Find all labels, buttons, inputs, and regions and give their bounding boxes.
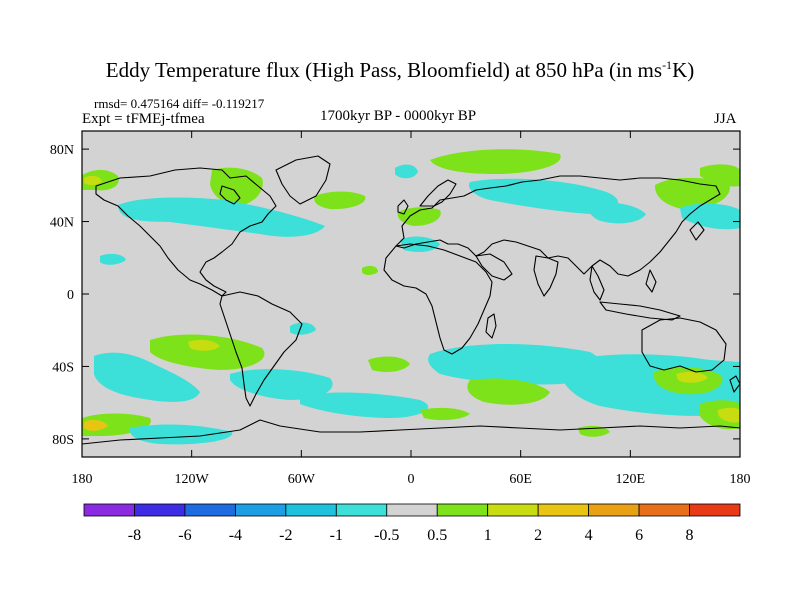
anomaly-cyan-south-atlantic — [300, 392, 429, 418]
y-tick-label: 80N — [50, 143, 74, 158]
colorbar-swatch — [588, 503, 640, 517]
coast-philippines-japan — [645, 221, 705, 293]
colorbar-swatch — [537, 503, 590, 517]
anomaly-orange-antarctic-west — [84, 419, 108, 431]
coast-hudson-bay — [219, 185, 241, 205]
coast-new-zealand — [729, 375, 740, 393]
y-tick-label: 40S — [52, 360, 74, 375]
colorbar-label: -8 — [128, 527, 141, 544]
coast-british-isles — [397, 199, 409, 215]
x-tick-label: 60W — [288, 472, 316, 487]
axis-ticks: 180 120W 60W 0 60E 120E 180 80N 40N 0 40S 80S — [50, 131, 751, 487]
colorbar-label: 8 — [686, 527, 694, 544]
anomaly-cyan-central-asia — [588, 202, 646, 224]
coast-australia — [641, 317, 727, 373]
coast-southeast-asia — [589, 265, 605, 301]
anomaly-yellow-australia-south — [676, 371, 708, 383]
anomaly-green-antarctic-central — [420, 407, 470, 421]
colorbar-swatch — [285, 503, 337, 517]
colorbar-label: -4 — [229, 527, 242, 544]
y-tick-label: 0 — [67, 288, 74, 303]
colorbar-swatch — [234, 503, 287, 517]
anomaly-green-europe — [397, 207, 441, 226]
y-tick-label: 80S — [52, 433, 74, 448]
anomaly-cyan-north-america — [118, 197, 325, 237]
x-tick-label: 180 — [72, 472, 93, 487]
colorbar-swatch — [134, 503, 186, 517]
anomaly-cyan-tropical-atlantic — [290, 322, 316, 335]
colorbar-swatch — [638, 503, 690, 517]
anomaly-cyan-indian-ocean — [428, 344, 600, 385]
anomaly-green-atlantic — [314, 191, 366, 210]
coastlines — [82, 155, 740, 445]
colorbar-swatch — [689, 503, 741, 517]
colorbar-label: -6 — [178, 527, 191, 544]
colorbar-label: -1 — [330, 527, 343, 544]
colorbar-swatch — [83, 503, 135, 517]
colorbar-label: 2 — [534, 527, 542, 544]
anomaly-cyan-antarctic-west — [129, 424, 233, 445]
coast-africa — [383, 243, 493, 355]
colorbar-swatch — [487, 503, 539, 517]
x-tick-label: 120E — [616, 472, 646, 487]
coast-arabia — [475, 253, 513, 281]
coast-greenland — [275, 155, 331, 205]
map-title: Eddy Temperature flux (High Pass, Bloomf… — [105, 58, 695, 82]
coast-india — [533, 255, 559, 297]
x-tick-label: 120W — [175, 472, 210, 487]
anomaly-cyan-south-atlantic-west — [230, 369, 333, 400]
colorbar: -8 -6 -4 -2 -1 -0.5 0.5 1 2 4 6 8 — [83, 503, 741, 544]
y-tick-label: 40N — [50, 216, 74, 231]
colorbar-label: 0.5 — [427, 527, 447, 544]
coast-madagascar — [485, 313, 497, 339]
anomaly-green-indian-south — [467, 378, 550, 405]
coast-scandinavia — [419, 179, 457, 207]
coast-north-america — [95, 167, 277, 297]
anomaly-green-west-africa — [362, 265, 378, 275]
period-label: 1700kyr BP - 0000kyr BP — [320, 108, 477, 124]
coast-south-america — [219, 291, 303, 407]
anomaly-green-siberia-north — [430, 149, 561, 174]
colorbar-label: -0.5 — [374, 527, 399, 544]
anomaly-green-far-east — [700, 164, 740, 187]
colorbar-swatch — [335, 503, 388, 517]
coast-europe-asia — [395, 175, 721, 277]
anomaly-cyan-atlantic — [395, 164, 418, 179]
colorbar-swatch — [184, 503, 236, 517]
experiment-label: Expt = tFMEj-tfmea — [82, 111, 205, 127]
anomaly-yellow-arctic-west — [84, 175, 102, 186]
colorbar-swatch — [436, 503, 489, 517]
colorbar-label: 6 — [635, 527, 643, 544]
x-tick-label: 180 — [730, 472, 751, 487]
colorbar-swatch — [386, 503, 438, 517]
anomaly-field — [82, 149, 740, 445]
anomaly-yellow-south-pacific — [188, 339, 220, 351]
season-label: JJA — [714, 111, 737, 127]
anomaly-green-south-pacific — [150, 334, 265, 370]
colorbar-label: -2 — [279, 527, 292, 544]
anomaly-cyan-pacific-tropical — [100, 253, 126, 265]
x-tick-label: 0 — [408, 472, 415, 487]
anomaly-green-south-atlantic — [368, 356, 410, 372]
colorbar-label: 1 — [484, 527, 492, 544]
anomaly-cyan-eurasia — [468, 178, 619, 214]
coast-antarctica — [82, 419, 740, 445]
colorbar-label: 4 — [585, 527, 593, 544]
anomaly-green-canada — [210, 167, 263, 206]
stats-text: rmsd= 0.475164 diff= -0.119217 — [94, 96, 265, 111]
anomaly-cyan-south-pacific — [94, 352, 200, 402]
x-tick-label: 60E — [509, 472, 532, 487]
anomaly-cyan-mediterranean — [400, 236, 440, 252]
anomaly-yellow-southern-ocean-far-east — [718, 407, 740, 423]
